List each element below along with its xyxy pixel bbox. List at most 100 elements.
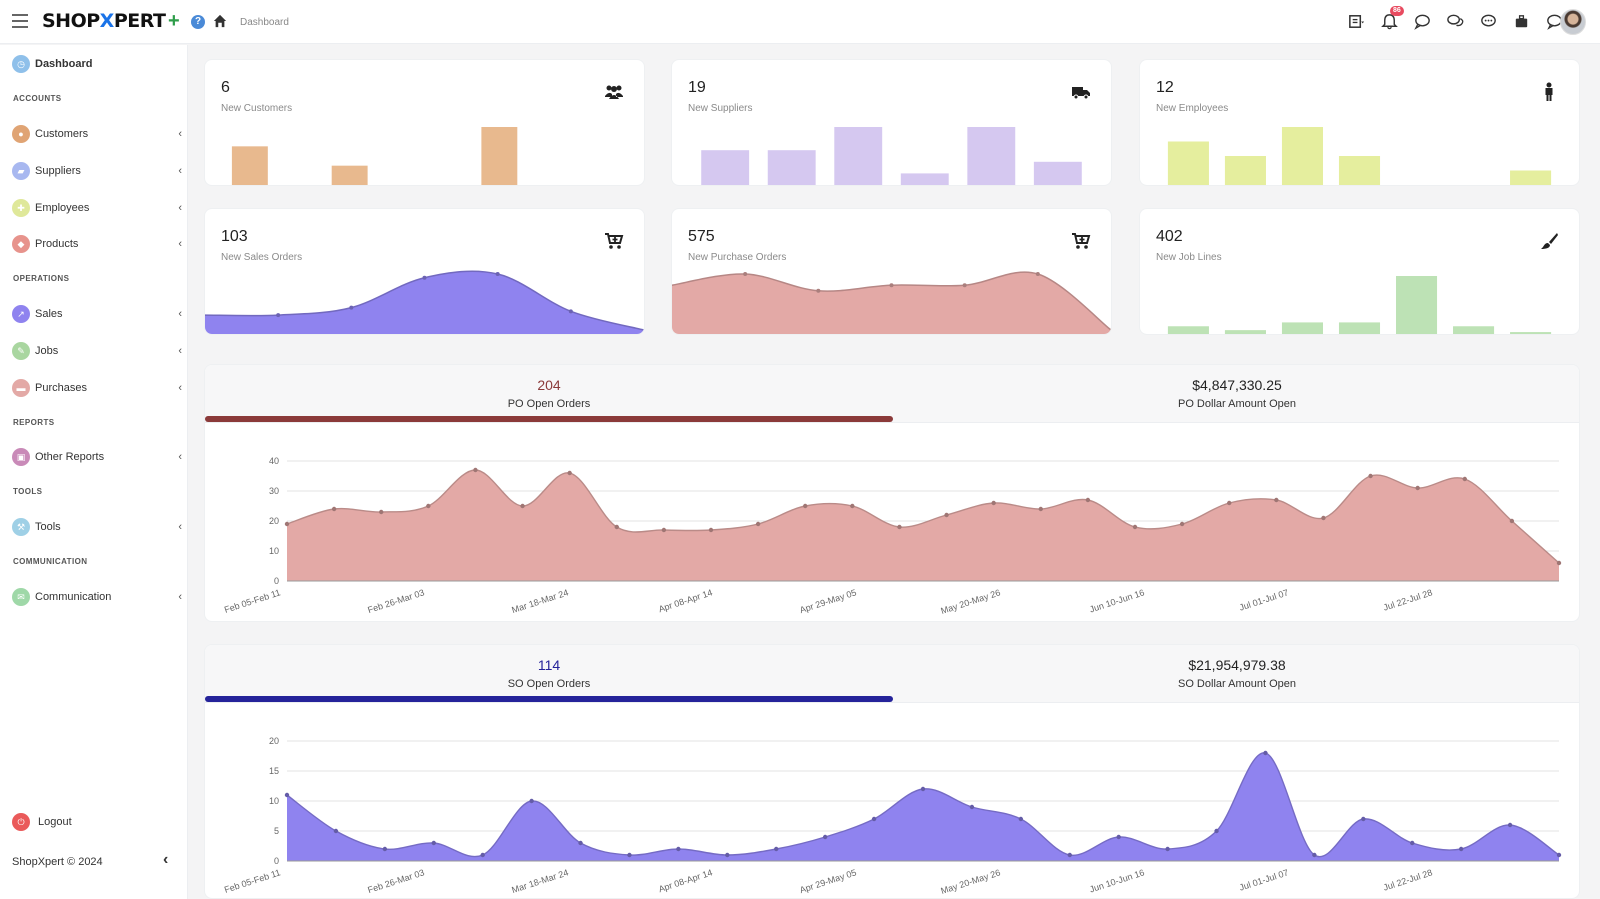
kpi-card-employees[interactable]: 12 New Employees — [1139, 59, 1580, 186]
data-point[interactable] — [897, 524, 902, 530]
data-point[interactable] — [1179, 521, 1185, 527]
data-point[interactable] — [816, 288, 821, 293]
data-point[interactable] — [1227, 500, 1232, 506]
conversations-icon[interactable] — [1446, 12, 1465, 31]
sidebar-item-employees[interactable]: ✚ Employees ‹ — [12, 198, 182, 218]
data-point[interactable] — [431, 840, 436, 846]
data-point[interactable] — [661, 527, 667, 533]
data-point[interactable] — [676, 846, 681, 852]
kpi-card-suppliers[interactable]: 19 New Suppliers — [671, 59, 1112, 186]
data-point[interactable] — [1165, 846, 1170, 852]
briefcase-icon[interactable] — [1512, 12, 1531, 31]
bell-icon[interactable]: 86 — [1380, 6, 1404, 31]
list-icon[interactable] — [1347, 12, 1366, 31]
data-point[interactable] — [1038, 506, 1043, 512]
data-point[interactable] — [1067, 852, 1072, 858]
sidebar-item-other-reports[interactable]: ▣ Other Reports ‹ — [12, 447, 182, 467]
kpi-card-customers[interactable]: 6 New Customers — [204, 59, 645, 186]
data-point[interactable] — [1462, 476, 1467, 482]
sidebar-item-customers[interactable]: ● Customers ‹ — [12, 124, 182, 144]
data-point[interactable] — [1312, 852, 1317, 858]
sidebar-item-suppliers[interactable]: ▰ Suppliers ‹ — [12, 161, 182, 181]
data-point[interactable] — [567, 470, 572, 476]
po-dollar-open-tab[interactable]: $4,847,330.25 PO Dollar Amount Open — [893, 365, 1579, 410]
data-point[interactable] — [1509, 518, 1515, 524]
data-point[interactable] — [1018, 816, 1024, 822]
data-point[interactable] — [382, 846, 388, 852]
breadcrumb[interactable]: Dashboard — [240, 17, 289, 28]
data-point[interactable] — [1263, 750, 1268, 756]
data-point[interactable] — [708, 527, 714, 533]
data-point[interactable] — [480, 852, 485, 858]
data-point[interactable] — [920, 786, 926, 792]
sidebar-item-purchases[interactable]: ▬ Purchases ‹ — [12, 378, 182, 398]
data-point[interactable] — [379, 509, 384, 515]
logout-button[interactable]: ⏻ Logout — [12, 812, 182, 832]
data-point[interactable] — [1035, 272, 1040, 276]
data-point[interactable] — [1458, 846, 1464, 852]
data-point[interactable] — [578, 840, 583, 846]
sidebar-item-communication[interactable]: ✉ Communication ‹ — [12, 587, 182, 607]
data-point[interactable] — [529, 798, 534, 804]
data-point[interactable] — [614, 524, 619, 530]
sidebar-item-sales[interactable]: ↗ Sales ‹ — [12, 304, 182, 324]
help-icon[interactable]: ? — [191, 15, 205, 29]
data-point[interactable] — [725, 852, 730, 858]
data-point[interactable] — [284, 792, 290, 798]
data-point[interactable] — [495, 272, 500, 276]
add-icon[interactable]: + — [168, 10, 180, 32]
kpi-card-job-lines[interactable]: 402 New Job Lines — [1139, 208, 1580, 335]
brand-logo[interactable]: SHOPXPERT — [42, 10, 166, 32]
data-point[interactable] — [426, 503, 431, 509]
data-point[interactable] — [1085, 497, 1091, 503]
menu-icon[interactable] — [12, 14, 28, 28]
data-point[interactable] — [1415, 485, 1420, 491]
data-point[interactable] — [1274, 497, 1279, 503]
data-point[interactable] — [755, 521, 761, 527]
data-point[interactable] — [774, 846, 779, 852]
data-point[interactable] — [944, 512, 949, 518]
data-point[interactable] — [422, 275, 427, 280]
comment-dots-icon[interactable] — [1479, 12, 1498, 31]
data-point[interactable] — [871, 816, 877, 822]
data-point[interactable] — [962, 283, 967, 288]
data-point[interactable] — [850, 503, 855, 509]
home-icon[interactable] — [213, 14, 227, 28]
sidebar-item-jobs[interactable]: ✎ Jobs ‹ — [12, 341, 182, 361]
data-point[interactable] — [1116, 834, 1121, 840]
data-point[interactable] — [1507, 822, 1513, 828]
sidebar-item-dashboard[interactable]: ◷ Dashboard — [12, 54, 182, 74]
data-point[interactable] — [969, 804, 975, 810]
data-point[interactable] — [803, 503, 808, 509]
user-avatar[interactable] — [1560, 9, 1586, 35]
data-point[interactable] — [889, 283, 894, 288]
data-point[interactable] — [276, 313, 281, 318]
so-dollar-open-tab[interactable]: $21,954,979.38 SO Dollar Amount Open — [893, 645, 1579, 690]
data-point[interactable] — [1556, 560, 1562, 566]
data-point[interactable] — [627, 852, 632, 858]
data-point[interactable] — [822, 834, 828, 840]
data-point[interactable] — [743, 272, 748, 276]
data-point[interactable] — [331, 506, 337, 512]
data-point[interactable] — [1214, 828, 1219, 834]
po-open-orders-tab[interactable]: 204 PO Open Orders — [205, 365, 893, 410]
so-open-orders-tab[interactable]: 114 SO Open Orders — [205, 645, 893, 690]
data-point[interactable] — [349, 305, 354, 310]
data-point[interactable] — [1368, 473, 1373, 479]
kpi-card-sales-orders[interactable]: 103 New Sales Orders — [204, 208, 645, 335]
data-point[interactable] — [1132, 524, 1138, 530]
sidebar-item-tools[interactable]: ⚒ Tools ‹ — [12, 517, 182, 537]
data-point[interactable] — [991, 500, 996, 506]
data-point[interactable] — [1321, 515, 1326, 521]
sidebar-item-products[interactable]: ◆ Products ‹ — [12, 234, 182, 254]
data-point[interactable] — [1556, 852, 1562, 858]
kpi-card-purchase-orders[interactable]: 575 New Purchase Orders — [671, 208, 1112, 335]
chat-icon[interactable] — [1413, 12, 1432, 31]
data-point[interactable] — [284, 521, 290, 527]
data-point[interactable] — [473, 467, 478, 473]
data-point[interactable] — [333, 828, 339, 834]
collapse-sidebar-icon[interactable]: ‹ — [163, 851, 169, 868]
data-point[interactable] — [568, 309, 573, 314]
data-point[interactable] — [520, 503, 525, 509]
data-point[interactable] — [1361, 816, 1366, 822]
